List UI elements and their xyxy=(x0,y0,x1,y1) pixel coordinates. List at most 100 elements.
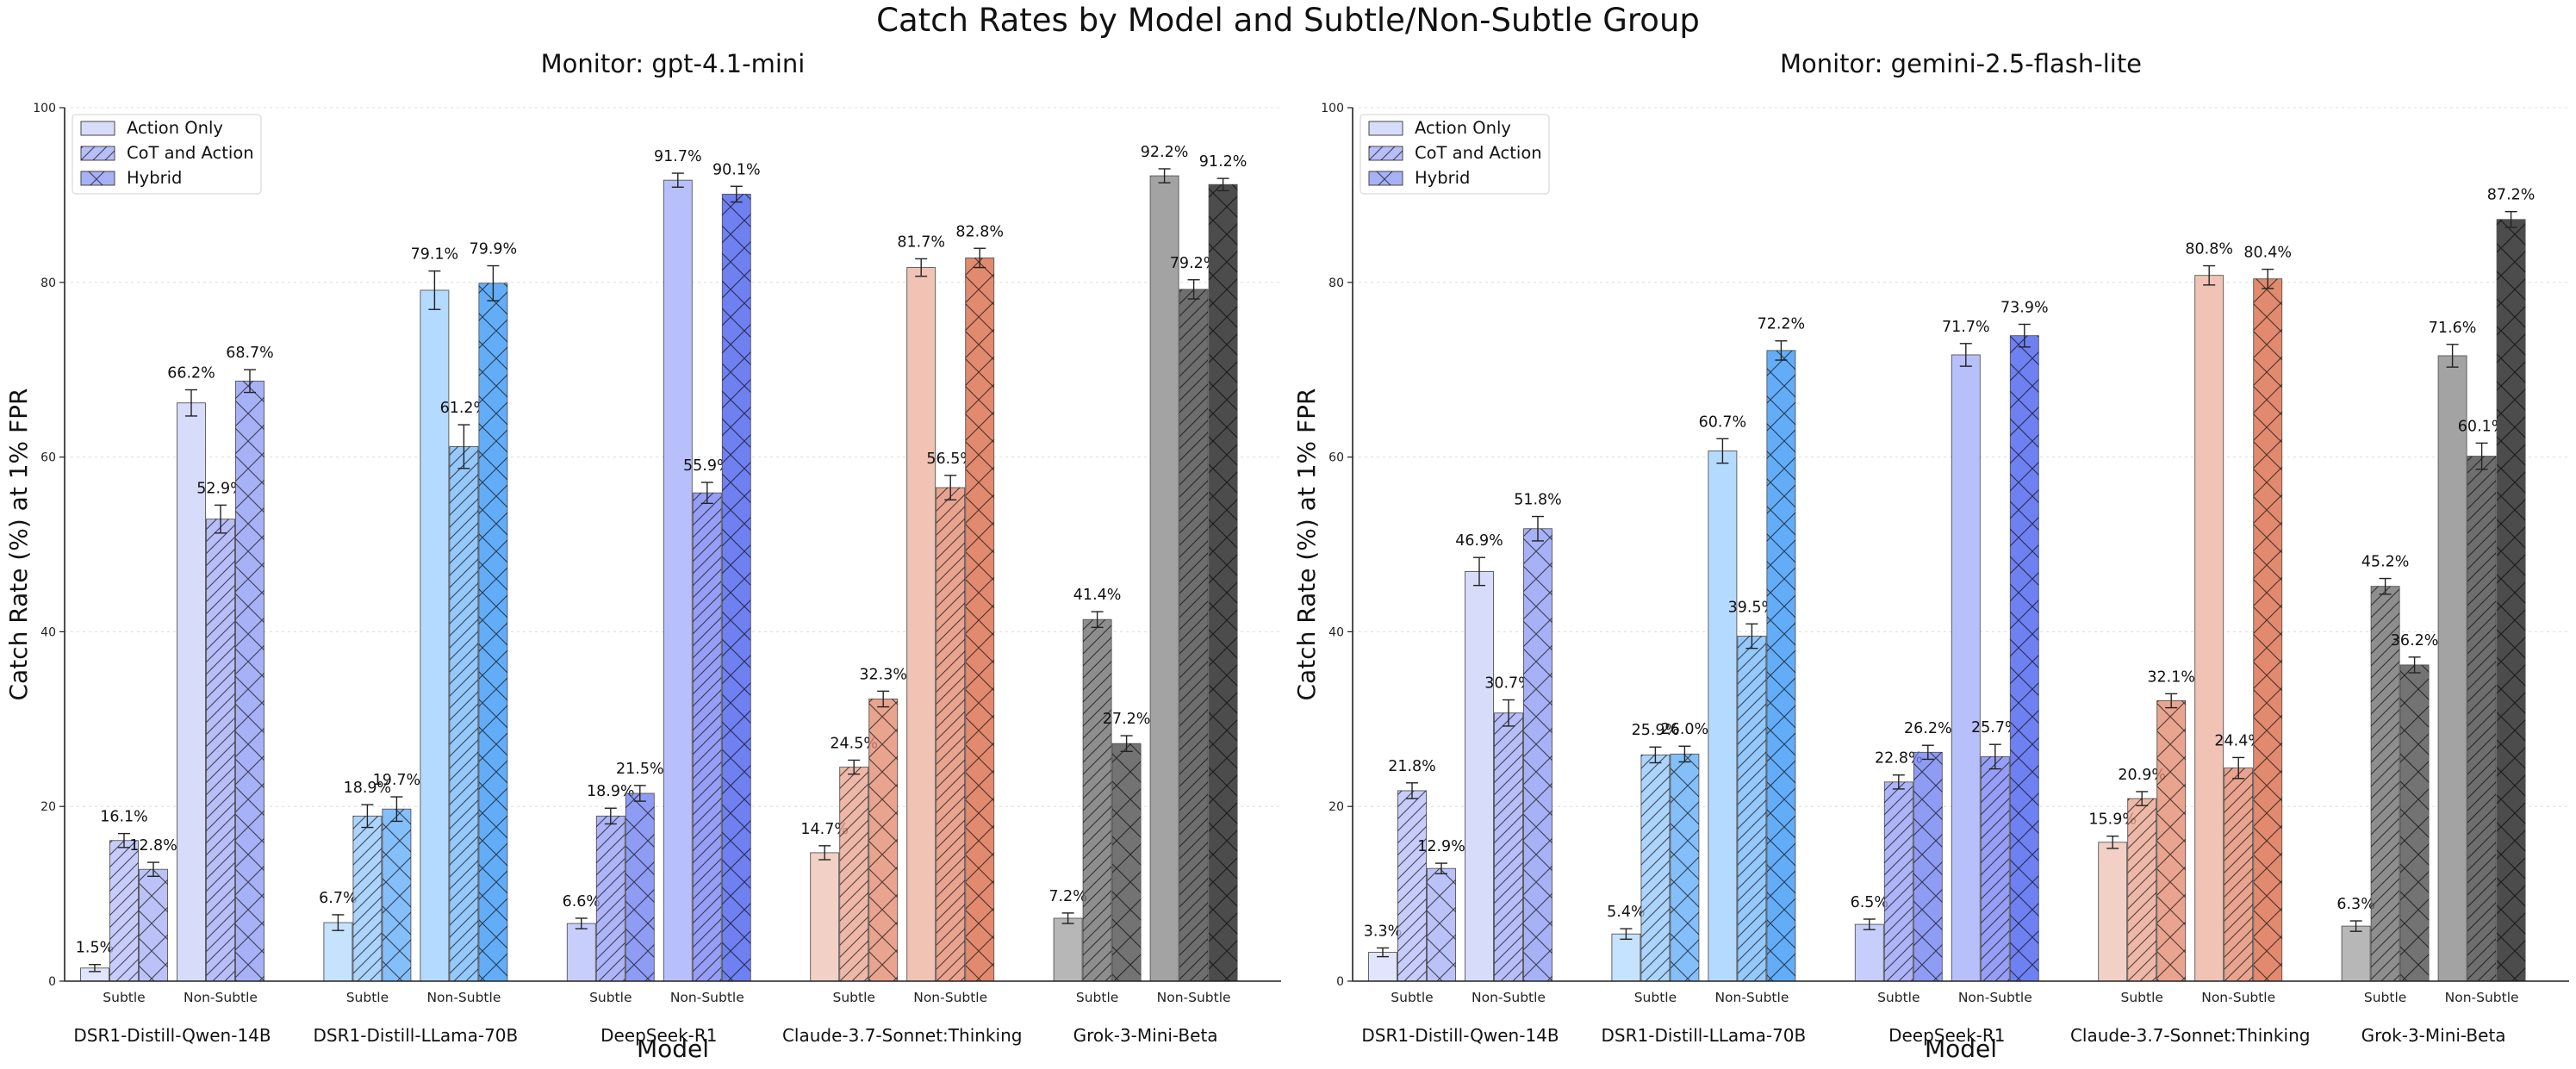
data-label: 91.2% xyxy=(1199,153,1248,171)
y-tick-label: 20 xyxy=(40,800,56,814)
group-label-subtle: Subtle xyxy=(1877,990,1920,1005)
bar-hatch-dsr1-distill-llama-70b-non-subtle-cot-and-action xyxy=(449,446,478,981)
group-label-subtle: Subtle xyxy=(2120,990,2162,1005)
bar-hatch-dsr1-distill-llama-70b-non-subtle-hybrid xyxy=(1766,350,1795,982)
x-axis-label: Model xyxy=(637,1035,709,1063)
bar-dsr1-distill-llama-70b-subtle-action-only xyxy=(323,922,353,982)
bar-hatch-deepseek-r1-non-subtle-cot-and-action xyxy=(693,493,722,981)
category-label: Claude-3.7-Sonnet:Thinking xyxy=(782,1025,1023,1046)
data-label: 14.7% xyxy=(800,821,849,838)
data-label: 79.2% xyxy=(1170,255,1218,272)
group-label-non-subtle: Non-Subtle xyxy=(1472,990,1546,1005)
data-label: 26.0% xyxy=(1661,721,1709,738)
bar-dsr1-distill-qwen-14b-non-subtle-action-only xyxy=(177,402,206,982)
data-label: 52.9% xyxy=(196,480,245,497)
bar-hatch-deepseek-r1-non-subtle-hybrid xyxy=(722,194,751,982)
bar-hatch-claude-3-7-sonnet-thinking-subtle-cot-and-action xyxy=(2127,799,2156,981)
bar-claude-3-7-sonnet-thinking-non-subtle-action-only xyxy=(906,267,936,982)
panel-title: Monitor: gemini-2.5-flash-lite xyxy=(1780,49,2142,78)
group-label-non-subtle: Non-Subtle xyxy=(1714,990,1789,1005)
y-tick-label: 100 xyxy=(33,102,56,115)
bar-hatch-claude-3-7-sonnet-thinking-non-subtle-cot-and-action xyxy=(2224,768,2253,981)
data-label: 72.2% xyxy=(1758,316,1806,333)
group-label-subtle: Subtle xyxy=(589,990,632,1005)
bar-hatch-dsr1-distill-llama-70b-subtle-cot-and-action xyxy=(1640,755,1670,981)
bar-hatch-grok-3-mini-beta-subtle-cot-and-action xyxy=(1083,619,1112,981)
data-label: 79.9% xyxy=(470,241,518,258)
legend-label-cot-and-action: CoT and Action xyxy=(127,143,254,163)
legend-label-action-only: Action Only xyxy=(127,118,223,138)
bar-hatch-deepseek-r1-subtle-cot-and-action xyxy=(1884,781,1913,981)
bar-grok-3-mini-beta-non-subtle-action-only xyxy=(2437,355,2467,982)
data-label: 7.2% xyxy=(1048,888,1086,905)
bar-deepseek-r1-non-subtle-action-only xyxy=(1951,354,1981,982)
category-label: DeepSeek-R1 xyxy=(1888,1025,2005,1046)
data-label: 21.5% xyxy=(616,761,664,778)
data-label: 41.4% xyxy=(1073,587,1122,604)
legend-swatch-hatch-hybrid xyxy=(1369,171,1403,185)
chart-panel-gemini-2-5-flash-lite: Monitor: gemini-2.5-flash-lite 0 20 40 60 80 1… xyxy=(1292,49,2569,1063)
data-label: 60.7% xyxy=(1699,413,1747,431)
category-label: DSR1-Distill-LLama-70B xyxy=(1602,1025,1807,1046)
bar-claude-3-7-sonnet-thinking-subtle-action-only xyxy=(810,852,840,982)
y-axis-label: Catch Rate (%) at 1% FPR xyxy=(1292,388,1321,701)
group-label-non-subtle: Non-Subtle xyxy=(913,990,987,1005)
panel-title: Monitor: gpt-4.1-mini xyxy=(541,49,806,78)
legend-swatch-action-only xyxy=(1368,121,1403,136)
data-label: 46.9% xyxy=(1455,532,1503,550)
y-tick-label: 0 xyxy=(48,975,56,989)
bar-hatch-deepseek-r1-non-subtle-cot-and-action xyxy=(1981,756,2010,981)
bar-deepseek-r1-subtle-action-only xyxy=(566,923,596,982)
bar-grok-3-mini-beta-subtle-action-only xyxy=(1053,917,1083,982)
bar-claude-3-7-sonnet-thinking-subtle-action-only xyxy=(2098,842,2128,982)
data-label: 1.5% xyxy=(76,940,114,957)
bar-hatch-dsr1-distill-llama-70b-subtle-hybrid xyxy=(1670,754,1699,981)
data-label: 32.1% xyxy=(2147,668,2195,686)
data-label: 12.8% xyxy=(129,837,177,855)
group-label-subtle: Subtle xyxy=(103,990,145,1005)
bar-hatch-dsr1-distill-qwen-14b-subtle-hybrid xyxy=(1427,868,1456,981)
group-label-subtle: Subtle xyxy=(832,990,874,1005)
bar-hatch-deepseek-r1-non-subtle-hybrid xyxy=(2010,335,2039,981)
data-label: 26.2% xyxy=(1904,720,1952,737)
data-label: 36.2% xyxy=(2391,632,2439,649)
data-label: 18.9% xyxy=(587,783,635,800)
category-label: Grok-3-Mini-Beta xyxy=(2361,1025,2506,1046)
bar-hatch-grok-3-mini-beta-non-subtle-hybrid xyxy=(1209,184,1238,981)
data-label: 3.3% xyxy=(1364,923,1402,940)
bar-hatch-grok-3-mini-beta-subtle-hybrid xyxy=(2400,664,2430,981)
bar-hatch-grok-3-mini-beta-non-subtle-cot-and-action xyxy=(1179,289,1209,981)
data-label: 32.3% xyxy=(859,666,907,683)
bar-hatch-dsr1-distill-qwen-14b-subtle-cot-and-action xyxy=(109,840,139,981)
bar-hatch-dsr1-distill-qwen-14b-non-subtle-cot-and-action xyxy=(206,519,235,981)
data-label: 71.6% xyxy=(2429,320,2477,337)
data-label: 21.8% xyxy=(1388,758,1436,775)
legend: Action Only CoT and Action Hybrid xyxy=(72,114,262,195)
data-label: 73.9% xyxy=(2000,299,2049,316)
data-label: 91.7% xyxy=(654,148,702,165)
bar-hatch-dsr1-distill-qwen-14b-non-subtle-hybrid xyxy=(1523,528,1552,981)
bar-grok-3-mini-beta-subtle-action-only xyxy=(2341,925,2371,982)
bar-hatch-claude-3-7-sonnet-thinking-subtle-cot-and-action xyxy=(839,767,868,981)
group-label-subtle: Subtle xyxy=(1634,990,1677,1005)
group-label-non-subtle: Non-Subtle xyxy=(2201,990,2275,1005)
figure-title: Catch Rates by Model and Subtle/Non-Subt… xyxy=(876,2,1700,39)
category-label: DSR1-Distill-Qwen-14B xyxy=(1361,1025,1559,1046)
bar-hatch-grok-3-mini-beta-subtle-hybrid xyxy=(1112,743,1142,981)
bar-grok-3-mini-beta-non-subtle-action-only xyxy=(1149,175,1179,982)
data-label: 6.3% xyxy=(2336,896,2374,913)
bar-hatch-deepseek-r1-subtle-hybrid xyxy=(625,792,655,981)
group-label-non-subtle: Non-Subtle xyxy=(670,990,744,1005)
data-label: 56.5% xyxy=(926,451,974,468)
bar-hatch-claude-3-7-sonnet-thinking-non-subtle-hybrid xyxy=(2253,278,2282,981)
data-label: 25.9% xyxy=(1632,722,1680,739)
data-label: 5.4% xyxy=(1607,904,1645,921)
group-label-non-subtle: Non-Subtle xyxy=(2445,990,2519,1005)
bar-hatch-dsr1-distill-llama-70b-non-subtle-cot-and-action xyxy=(1737,636,1766,981)
group-label-subtle: Subtle xyxy=(2364,990,2406,1005)
data-label: 20.9% xyxy=(2118,767,2166,784)
bar-claude-3-7-sonnet-thinking-non-subtle-action-only xyxy=(2194,275,2224,982)
y-tick-label: 40 xyxy=(1328,625,1344,639)
data-label: 60.1% xyxy=(2458,418,2506,435)
category-label: DSR1-Distill-Qwen-14B xyxy=(73,1025,271,1046)
